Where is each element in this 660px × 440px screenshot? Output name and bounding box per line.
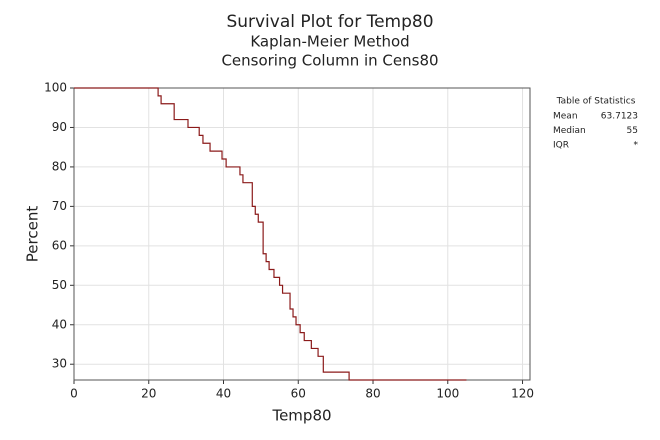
plot-frame [73, 87, 531, 381]
x-tick-label: 0 [70, 387, 78, 401]
stats-value: * [634, 141, 639, 151]
y-tick-label: 30 [52, 357, 67, 371]
x-tick-label: 100 [436, 387, 459, 401]
survival-line [74, 87, 467, 381]
y-axis-label: Percent [24, 206, 42, 263]
y-tick-label: 80 [52, 159, 67, 173]
stats-value: 63.7123 [601, 112, 638, 122]
x-tick-label: 80 [365, 387, 380, 401]
chart-title: Survival Plot for Temp80 [226, 12, 433, 32]
y-tick-label: 60 [52, 238, 67, 252]
stats-title: Table of Statistics [556, 97, 636, 107]
x-tick-label: 120 [511, 387, 534, 401]
stats-table: Mean 63.7123 Median 55 IQR * [553, 112, 639, 151]
chart-subtitle: Censoring Column in Cens80 [221, 52, 438, 70]
stats-value: 55 [627, 126, 638, 136]
x-tick-label: 60 [291, 387, 306, 401]
y-tick-label: 90 [52, 120, 67, 134]
x-axis-label: Temp80 [271, 407, 331, 425]
y-tick-label: 100 [44, 81, 67, 95]
stats-label: Median [553, 126, 586, 136]
y-tick-label: 50 [52, 278, 67, 292]
stats-label: Mean [553, 112, 578, 122]
x-tick-label: 20 [141, 387, 156, 401]
y-tick-label: 40 [52, 317, 67, 331]
stats-label: IQR [553, 141, 569, 151]
chart-subtitle: Kaplan-Meier Method [250, 33, 409, 51]
y-tick-label: 70 [52, 199, 67, 213]
x-tick-label: 40 [216, 387, 231, 401]
